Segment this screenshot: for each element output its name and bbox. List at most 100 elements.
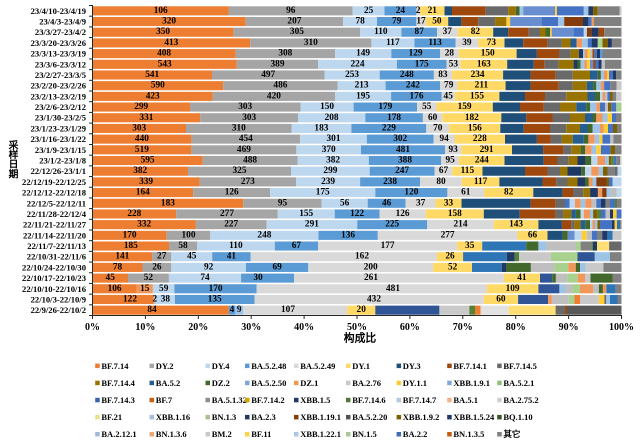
svg-text:10%: 10% bbox=[135, 322, 155, 333]
svg-text:BF.7.14.6: BF.7.14.6 bbox=[352, 395, 385, 405]
svg-text:22/12/5-22/12/11: 22/12/5-22/12/11 bbox=[27, 198, 86, 208]
svg-text:301: 301 bbox=[327, 134, 341, 144]
svg-text:45: 45 bbox=[187, 252, 197, 262]
svg-text:XBB.1.9.2: XBB.1.9.2 bbox=[403, 412, 440, 422]
svg-text:481: 481 bbox=[386, 284, 400, 294]
svg-text:DY.4: DY.4 bbox=[212, 361, 231, 371]
svg-text:构成比: 构成比 bbox=[344, 331, 377, 345]
svg-text:BA.5.2.50: BA.5.2.50 bbox=[251, 378, 286, 388]
svg-text:100: 100 bbox=[182, 230, 196, 240]
svg-text:183: 183 bbox=[314, 123, 328, 133]
svg-text:15: 15 bbox=[140, 284, 150, 294]
svg-text:9: 9 bbox=[237, 305, 242, 315]
svg-text:253: 253 bbox=[345, 70, 359, 80]
svg-text:325: 325 bbox=[233, 166, 247, 176]
svg-text:228: 228 bbox=[127, 209, 141, 219]
svg-text:214: 214 bbox=[454, 220, 468, 230]
svg-text:106: 106 bbox=[154, 6, 168, 16]
svg-text:BF.7.14.4: BF.7.14.4 bbox=[101, 378, 135, 388]
svg-text:420: 420 bbox=[267, 91, 281, 101]
svg-text:310: 310 bbox=[304, 38, 318, 48]
svg-text:481: 481 bbox=[396, 145, 410, 155]
svg-text:176: 176 bbox=[410, 91, 424, 101]
svg-text:53: 53 bbox=[449, 59, 459, 69]
svg-text:164: 164 bbox=[136, 188, 150, 198]
svg-text:XBB.1.22.1: XBB.1.22.1 bbox=[300, 429, 341, 439]
svg-text:227: 227 bbox=[224, 220, 238, 230]
svg-text:XBB.1.5: XBB.1.5 bbox=[300, 395, 330, 405]
svg-text:22/10/10-22/10/16: 22/10/10-22/10/16 bbox=[22, 284, 87, 294]
svg-text:308: 308 bbox=[278, 49, 292, 59]
svg-text:30: 30 bbox=[253, 273, 263, 283]
svg-text:69: 69 bbox=[272, 262, 282, 272]
svg-text:BA.5.1: BA.5.1 bbox=[453, 395, 478, 405]
svg-text:159: 159 bbox=[458, 102, 472, 112]
svg-text:595: 595 bbox=[141, 156, 155, 166]
svg-text:224: 224 bbox=[351, 59, 365, 69]
svg-text:228: 228 bbox=[473, 134, 487, 144]
svg-text:303: 303 bbox=[238, 102, 252, 112]
svg-text:141: 141 bbox=[115, 252, 129, 262]
svg-text:DZ.2: DZ.2 bbox=[212, 378, 230, 388]
svg-text:59: 59 bbox=[159, 284, 169, 294]
svg-text:239: 239 bbox=[321, 177, 335, 187]
svg-text:22/11/28-22/12/4: 22/11/28-22/12/4 bbox=[27, 209, 87, 219]
svg-text:55: 55 bbox=[422, 102, 432, 112]
svg-text:28: 28 bbox=[445, 49, 455, 59]
svg-text:60: 60 bbox=[496, 294, 506, 304]
svg-text:期: 期 bbox=[9, 167, 19, 180]
svg-text:BA.2.12.1: BA.2.12.1 bbox=[101, 429, 136, 439]
svg-text:33: 33 bbox=[444, 198, 454, 208]
svg-text:79: 79 bbox=[444, 81, 454, 91]
svg-text:DY.1: DY.1 bbox=[352, 361, 370, 371]
svg-text:37: 37 bbox=[416, 198, 426, 208]
svg-text:423: 423 bbox=[146, 91, 160, 101]
svg-text:195: 195 bbox=[356, 91, 370, 101]
svg-text:117: 117 bbox=[386, 38, 400, 48]
svg-text:177: 177 bbox=[381, 241, 395, 251]
svg-text:22/10/3-22/10/9: 22/10/3-22/10/9 bbox=[31, 294, 86, 304]
svg-text:244: 244 bbox=[475, 156, 489, 166]
svg-text:149: 149 bbox=[356, 49, 370, 59]
svg-text:BN.1.3: BN.1.3 bbox=[212, 412, 237, 422]
svg-text:590: 590 bbox=[151, 81, 165, 91]
svg-text:BA.5.2.20: BA.5.2.20 bbox=[352, 412, 387, 422]
svg-text:2: 2 bbox=[152, 294, 157, 304]
svg-text:432: 432 bbox=[367, 294, 381, 304]
svg-text:303: 303 bbox=[242, 113, 256, 123]
svg-text:234: 234 bbox=[471, 70, 485, 80]
svg-text:136: 136 bbox=[341, 230, 355, 240]
svg-text:175: 175 bbox=[316, 188, 330, 198]
svg-text:261: 261 bbox=[364, 273, 378, 283]
svg-text:109: 109 bbox=[506, 284, 520, 294]
svg-text:332: 332 bbox=[137, 220, 151, 230]
svg-text:BQ.1.10: BQ.1.10 bbox=[503, 412, 532, 422]
svg-text:273: 273 bbox=[241, 177, 255, 187]
svg-text:50%: 50% bbox=[347, 322, 367, 333]
svg-text:样: 样 bbox=[9, 148, 19, 161]
svg-text:182: 182 bbox=[465, 113, 479, 123]
svg-text:92: 92 bbox=[204, 262, 214, 272]
svg-text:采: 采 bbox=[8, 138, 19, 151]
svg-text:24: 24 bbox=[396, 6, 406, 16]
svg-text:XBB.1.5.24: XBB.1.5.24 bbox=[453, 412, 495, 422]
svg-text:20: 20 bbox=[357, 305, 367, 315]
svg-text:22/12/19-22/12/25: 22/12/19-22/12/25 bbox=[22, 177, 86, 187]
svg-text:207: 207 bbox=[287, 17, 301, 27]
svg-text:83: 83 bbox=[438, 70, 448, 80]
svg-text:23/4/3-23/4/9: 23/4/3-23/4/9 bbox=[39, 17, 86, 27]
svg-text:BA.5.2: BA.5.2 bbox=[156, 378, 181, 388]
svg-text:52: 52 bbox=[448, 262, 458, 272]
svg-text:BF.7.14.2: BF.7.14.2 bbox=[251, 395, 284, 405]
svg-text:155: 155 bbox=[470, 91, 484, 101]
svg-text:178: 178 bbox=[387, 113, 401, 123]
svg-text:23/1/30-23/2/5: 23/1/30-23/2/5 bbox=[35, 113, 86, 123]
svg-text:158: 158 bbox=[448, 209, 462, 219]
svg-text:22/10/24-22/10/30: 22/10/24-22/10/30 bbox=[22, 262, 86, 272]
svg-text:117: 117 bbox=[474, 177, 488, 187]
svg-text:382: 382 bbox=[326, 156, 340, 166]
svg-text:79: 79 bbox=[392, 17, 402, 27]
svg-text:23/1/23-23/1/29: 23/1/23-23/1/29 bbox=[31, 123, 86, 133]
svg-text:78: 78 bbox=[113, 262, 123, 272]
svg-text:27: 27 bbox=[157, 252, 167, 262]
